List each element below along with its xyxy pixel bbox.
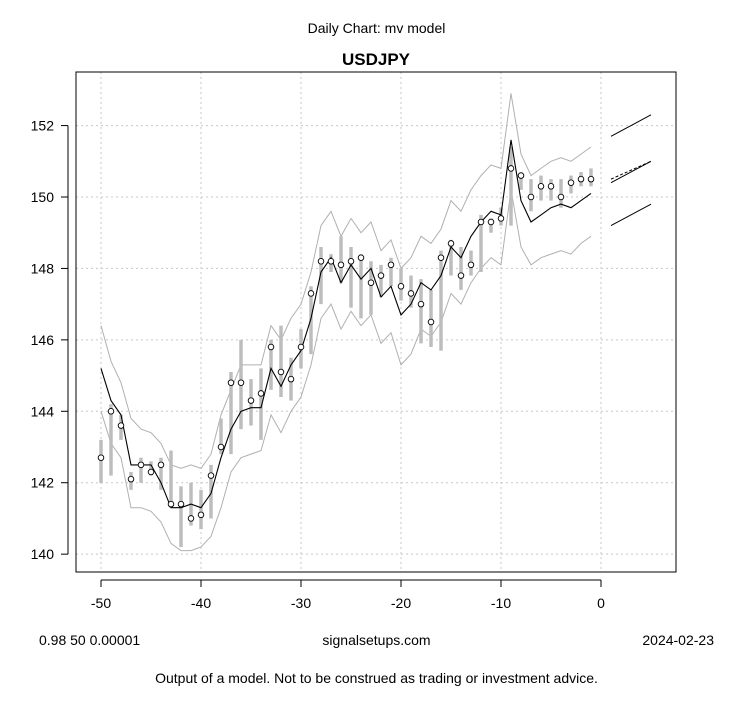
close-point xyxy=(347,258,355,265)
close-point xyxy=(277,368,285,376)
close-point xyxy=(517,172,525,179)
close-point xyxy=(567,179,575,186)
close-point xyxy=(247,397,255,404)
close-point xyxy=(227,379,235,386)
close-point xyxy=(267,343,275,351)
close-point xyxy=(357,254,365,261)
x-tick-label: -50 xyxy=(91,595,111,611)
close-point xyxy=(367,279,375,286)
close-point xyxy=(507,165,515,172)
close-points xyxy=(97,165,595,522)
close-point xyxy=(577,175,585,183)
close-point xyxy=(477,218,485,226)
y-tick-label: 152 xyxy=(31,118,55,134)
close-point xyxy=(437,254,445,261)
chart-suptitle: Daily Chart: mv model xyxy=(307,20,446,36)
close-point xyxy=(327,258,335,265)
y-tick-label: 144 xyxy=(31,403,55,419)
footer-site: signalsetups.com xyxy=(322,632,431,648)
close-point xyxy=(497,215,505,222)
y-tick-label: 146 xyxy=(31,332,55,348)
upper-band-line xyxy=(100,93,592,469)
close-point xyxy=(107,408,115,415)
lower-band-line xyxy=(100,189,592,552)
close-point xyxy=(557,193,565,201)
forecast-upper-line xyxy=(610,114,652,137)
chart-title: USDJPY xyxy=(342,50,411,69)
axes: -50 -40 -30 -20 -10 0 140 142 144 146 148 150 152 xyxy=(31,118,605,611)
bands xyxy=(100,93,592,552)
close-point xyxy=(137,461,145,469)
close-point xyxy=(447,240,455,247)
close-point xyxy=(147,468,155,476)
close-point xyxy=(257,390,265,397)
close-point xyxy=(207,472,215,479)
y-tick-label: 150 xyxy=(31,189,55,205)
close-point xyxy=(157,461,165,469)
model-line xyxy=(100,139,592,509)
close-point xyxy=(527,193,535,201)
close-point xyxy=(127,475,135,483)
forecast-mid-dashed-line xyxy=(610,160,652,180)
close-point xyxy=(237,379,245,386)
close-point xyxy=(427,318,435,326)
footer-params: 0.98 50 0.00001 xyxy=(39,632,141,648)
close-point xyxy=(217,443,225,451)
close-point xyxy=(197,511,205,519)
close-point xyxy=(287,375,295,383)
close-point xyxy=(307,290,315,297)
close-point xyxy=(117,422,125,429)
close-point xyxy=(407,290,415,297)
x-tick-label: -40 xyxy=(191,595,211,611)
close-point xyxy=(97,454,105,461)
forecast-mid-line xyxy=(610,160,652,184)
close-point xyxy=(397,283,405,290)
close-point xyxy=(337,261,345,269)
close-point xyxy=(387,261,395,269)
grid xyxy=(76,72,676,572)
close-point xyxy=(187,515,195,522)
close-point xyxy=(317,258,325,265)
price-bars xyxy=(99,147,593,547)
x-tick-label: -10 xyxy=(491,595,511,611)
x-tick-label: -30 xyxy=(291,595,311,611)
close-point xyxy=(177,500,185,508)
footer-date: 2024-02-23 xyxy=(642,632,714,648)
close-point xyxy=(537,183,545,190)
y-tick-label: 140 xyxy=(31,546,55,562)
y-tick-label: 142 xyxy=(31,475,55,491)
close-point xyxy=(487,218,495,226)
forecast-lines xyxy=(610,114,652,227)
forecast-lower-line xyxy=(610,203,652,227)
close-point xyxy=(297,343,305,351)
close-point xyxy=(547,183,555,190)
x-tick-label: 0 xyxy=(597,595,605,611)
disclaimer: Output of a model. Not to be construed a… xyxy=(155,670,598,686)
close-point xyxy=(417,300,425,308)
model-line-layer xyxy=(100,139,592,509)
plot-frame xyxy=(75,71,677,573)
close-point xyxy=(467,261,475,269)
close-point xyxy=(167,500,175,508)
close-point xyxy=(587,175,595,183)
close-point xyxy=(377,272,385,279)
y-tick-label: 148 xyxy=(31,260,55,276)
close-point xyxy=(457,272,465,279)
x-tick-label: -20 xyxy=(391,595,411,611)
